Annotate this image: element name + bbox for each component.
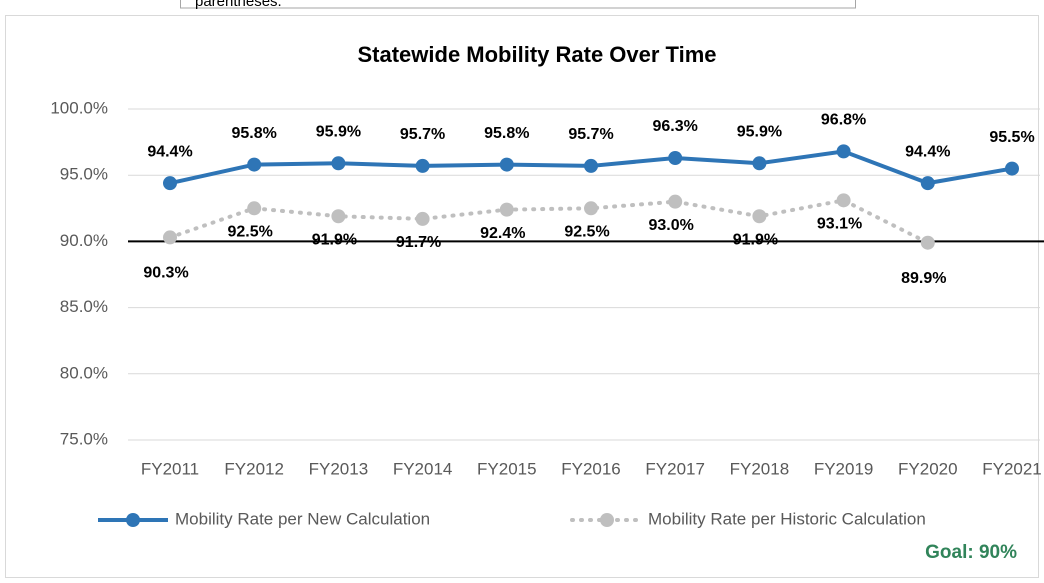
data-point xyxy=(163,230,177,245)
data-label: 91.9% xyxy=(733,231,778,248)
goal-label: Goal: 90% xyxy=(925,542,1017,563)
x-tick-label: FY2016 xyxy=(561,459,621,478)
data-point xyxy=(752,156,767,171)
data-label: 92.5% xyxy=(564,224,609,241)
y-tick-label: 95.0% xyxy=(60,165,108,184)
data-point xyxy=(584,158,598,173)
data-point xyxy=(668,150,683,165)
note: parentheses. xyxy=(195,0,282,10)
data-label: 95.7% xyxy=(400,126,445,143)
x-tick-label: FY2013 xyxy=(309,459,369,478)
data-label: 90.3% xyxy=(143,265,188,282)
data-point xyxy=(499,157,514,172)
chart-border xyxy=(5,15,1039,578)
data-point xyxy=(415,158,430,173)
data-point xyxy=(247,201,262,216)
data-label: 96.8% xyxy=(821,112,866,129)
data-point xyxy=(331,209,346,224)
data-label: 93.0% xyxy=(649,217,694,234)
legend-marker xyxy=(600,513,614,527)
data-point xyxy=(920,235,935,250)
y-tick-label: 90.0% xyxy=(60,231,108,250)
data-point xyxy=(668,194,683,209)
data-label: 95.7% xyxy=(568,126,613,143)
data-point xyxy=(247,157,262,172)
legend-label: Mobility Rate per New Calculation xyxy=(175,509,430,528)
y-tick-label: 100.0% xyxy=(50,98,108,117)
data-point xyxy=(331,156,346,171)
data-label: 91.7% xyxy=(396,234,441,251)
data-label: 95.9% xyxy=(316,124,361,141)
data-label: 94.4% xyxy=(905,143,950,160)
y-tick-label: 80.0% xyxy=(60,363,108,382)
data-label: 95.5% xyxy=(989,129,1034,146)
x-tick-label: FY2012 xyxy=(224,459,284,478)
data-point xyxy=(499,202,514,217)
x-tick-label: FY2017 xyxy=(645,459,705,478)
data-label: 95.8% xyxy=(484,125,529,142)
x-tick-label: FY2011 xyxy=(141,459,199,478)
legend-label: Mobility Rate per Historic Calculation xyxy=(648,509,926,528)
data-label: 95.8% xyxy=(232,125,277,142)
x-tick-label: FY2019 xyxy=(814,459,874,478)
data-point xyxy=(836,144,851,159)
data-label: 95.9% xyxy=(737,124,782,141)
data-label: 94.4% xyxy=(147,143,192,160)
x-tick-label: FY2014 xyxy=(393,459,453,478)
chart-title: Statewide Mobility Rate Over Time xyxy=(357,42,716,67)
note-box xyxy=(180,0,856,9)
data-label: 93.1% xyxy=(817,216,862,233)
x-tick-label: FY2020 xyxy=(898,459,958,478)
data-point xyxy=(163,176,177,191)
data-label: 89.9% xyxy=(901,270,946,287)
legend-marker xyxy=(126,513,140,527)
data-point xyxy=(1005,161,1019,176)
y-tick-label: 75.0% xyxy=(60,429,108,448)
x-tick-label: FY2021 xyxy=(982,459,1042,478)
x-tick-label: FY2018 xyxy=(730,459,790,478)
data-point xyxy=(836,193,851,208)
data-label: 91.9% xyxy=(312,231,357,248)
y-tick-label: 85.0% xyxy=(60,297,108,316)
data-point xyxy=(920,176,935,191)
data-point xyxy=(415,211,430,226)
data-point xyxy=(752,209,767,224)
data-label: 92.4% xyxy=(480,225,525,242)
series-line xyxy=(168,198,930,245)
data-point xyxy=(584,201,598,216)
data-label: 92.5% xyxy=(228,224,273,241)
data-label: 96.3% xyxy=(653,118,698,135)
x-tick-label: FY2015 xyxy=(477,459,537,478)
